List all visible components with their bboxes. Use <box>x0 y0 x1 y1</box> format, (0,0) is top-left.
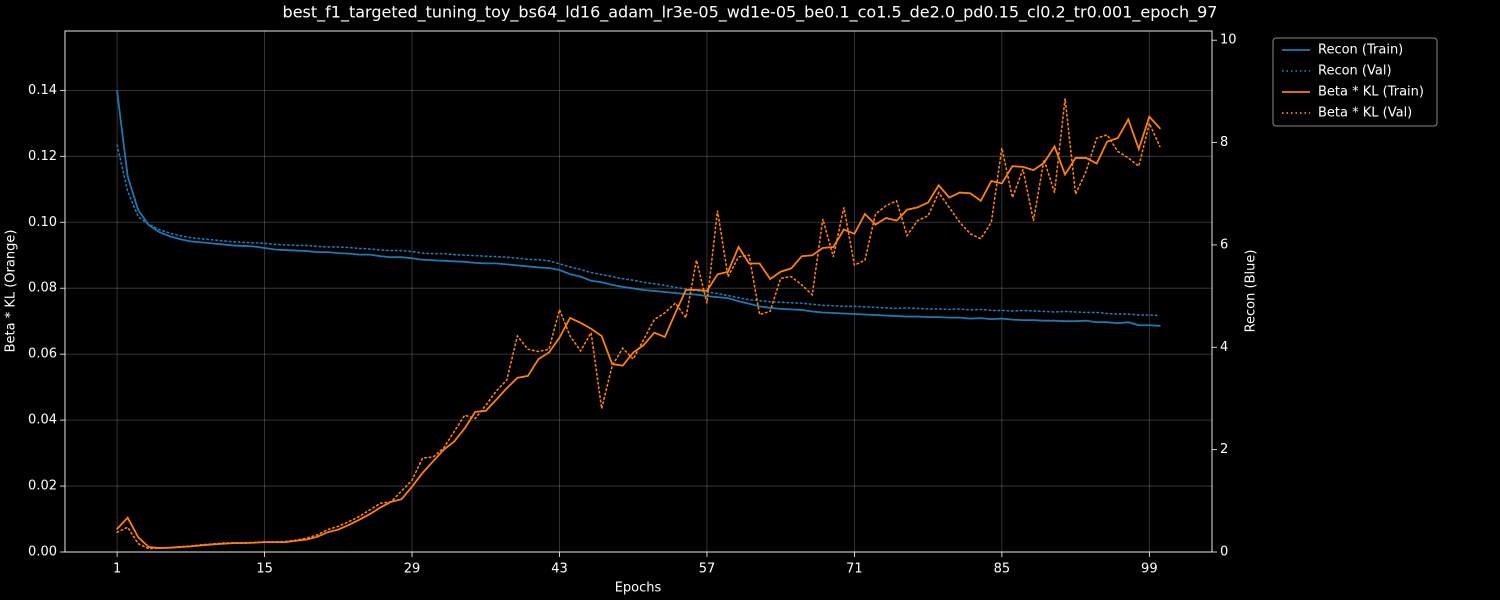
y-tick-label: 0.06 <box>28 347 57 362</box>
line-series <box>116 90 1161 327</box>
x-tick-label: 15 <box>256 562 273 577</box>
x-axis-label: Epochs <box>615 581 662 596</box>
y-tick-label: 0.10 <box>28 215 57 230</box>
x-tick-label: 85 <box>994 562 1011 577</box>
x-tick-label: 29 <box>404 562 421 577</box>
y2-tick-label: 4 <box>1220 340 1228 355</box>
legend-label: Recon (Val) <box>1318 64 1392 79</box>
y-axis-label: Beta * KL (Orange) <box>4 230 19 353</box>
legend-box <box>1272 37 1438 127</box>
y2-tick-label: 0 <box>1220 545 1228 560</box>
y-tick-label: 0.12 <box>28 149 57 164</box>
plot-frame <box>64 30 1213 553</box>
y-tick-label: 0.08 <box>28 281 57 296</box>
y2-axis-label: Recon (Blue) <box>1244 250 1259 333</box>
legend-label: Beta * KL (Train) <box>1318 85 1424 100</box>
y-tick-label: 0.00 <box>28 545 57 560</box>
x-tick-label: 57 <box>699 562 716 577</box>
y2-tick-label: 8 <box>1220 135 1228 150</box>
y2-tick-label: 2 <box>1220 442 1228 457</box>
x-tick-label: 99 <box>1141 562 1158 577</box>
y-tick-label: 0.02 <box>28 479 57 494</box>
line-series <box>116 144 1161 317</box>
x-tick-label: 1 <box>113 562 121 577</box>
chart-title: best_f1_targeted_tuning_toy_bs64_ld16_ad… <box>283 3 1218 23</box>
y2-tick-label: 10 <box>1220 33 1237 48</box>
legend-label: Recon (Train) <box>1318 43 1403 58</box>
y-tick-label: 0.04 <box>28 413 57 428</box>
legend-label: Beta * KL (Val) <box>1318 106 1412 121</box>
x-tick-label: 43 <box>551 562 568 577</box>
y2-tick-label: 6 <box>1220 237 1228 252</box>
y-tick-label: 0.14 <box>28 83 57 98</box>
line-series <box>116 98 1161 550</box>
x-tick-label: 71 <box>846 562 863 577</box>
